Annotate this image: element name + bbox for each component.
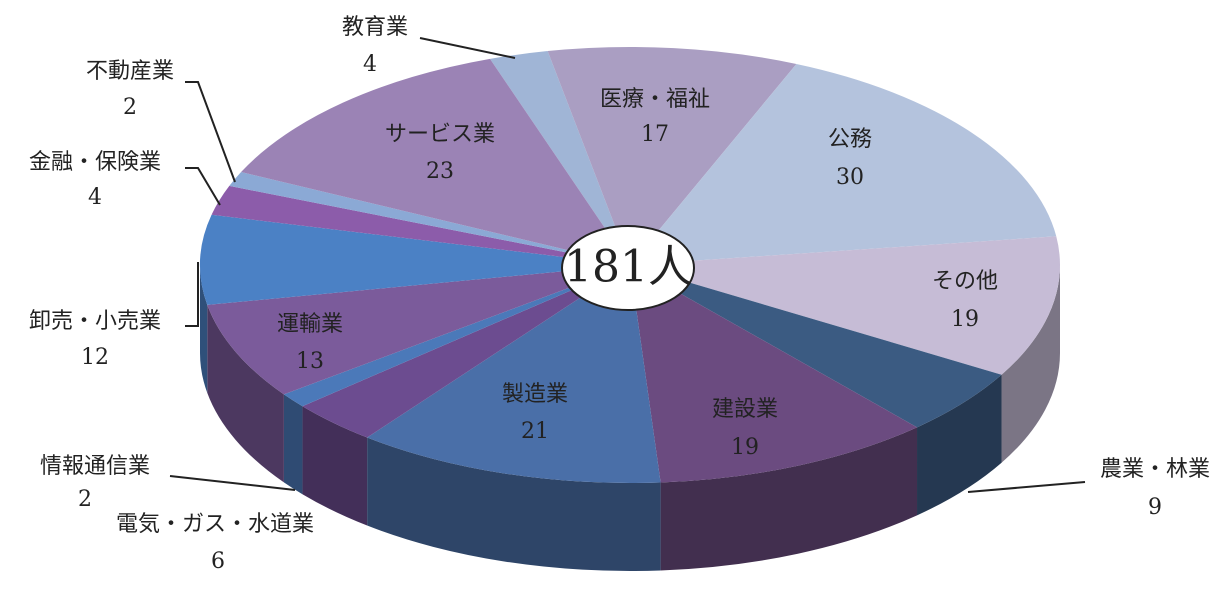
slice-value: 6 [211, 549, 225, 574]
pie-side [302, 406, 368, 526]
slice-label: 建設業 [712, 397, 778, 422]
pie-slice [547, 46, 797, 266]
slice-value: 4 [363, 52, 377, 77]
labels: 教育業 4 医療・福祉 17 公務 30 その他 19 農業・林業 9 建設業 19 製造業 21 電気・ガ… [29, 15, 1210, 574]
pie-slice [229, 171, 630, 265]
slice-value: 19 [731, 435, 759, 460]
pie-slice [630, 265, 918, 483]
slice-label: その他 [932, 269, 998, 294]
center-badge [561, 225, 695, 311]
slice-value: 23 [426, 159, 454, 184]
pie-slice [211, 185, 630, 265]
pie-side [200, 265, 208, 393]
slice-label: 情報通信業 [40, 454, 150, 479]
leader-line [185, 167, 221, 206]
slice-label: 教育業 [342, 15, 408, 40]
pie-side [207, 304, 284, 483]
slice-value: 13 [296, 349, 324, 374]
pie-side [367, 437, 661, 571]
slice-label: 運輸業 [277, 312, 343, 337]
pie-tops [200, 46, 1060, 483]
pie-slice [630, 236, 1060, 375]
slice-label: 製造業 [502, 382, 568, 407]
slice-value: 17 [641, 122, 669, 147]
leader-line [169, 475, 296, 491]
pie-side [1001, 265, 1060, 463]
slice-value: 30 [836, 165, 864, 190]
pie-slice [630, 265, 1002, 428]
slice-label: 電気・ガス・水道業 [116, 512, 314, 537]
slice-value: 12 [81, 345, 109, 370]
pie-side [660, 427, 918, 571]
slice-label: 農業・林業 [1100, 457, 1210, 482]
slice-value: 4 [88, 185, 102, 210]
pie-slice [283, 265, 630, 407]
pie-sides [200, 265, 1060, 571]
pie-slice [241, 58, 631, 265]
pie-slice [200, 214, 630, 305]
pie-side [283, 394, 303, 495]
pie-slice [302, 265, 630, 438]
slice-label: 金融・保険業 [29, 150, 161, 175]
pie-slice [630, 63, 1057, 265]
slice-label: 不動産業 [86, 59, 174, 84]
pie-side [917, 374, 1002, 516]
slice-value: 9 [1148, 495, 1162, 520]
slice-value: 19 [951, 307, 979, 332]
leader-line [185, 262, 199, 327]
slice-label: 卸売・小売業 [29, 309, 161, 334]
center-label: 181人 [564, 242, 692, 293]
slice-value: 2 [123, 95, 137, 120]
slice-label: サービス業 [385, 122, 495, 147]
leader-line [419, 37, 516, 59]
leader-line [185, 81, 236, 183]
pie-slice [207, 265, 630, 395]
slice-label: 医療・福祉 [600, 87, 710, 112]
pie-slice [490, 51, 630, 265]
slice-value: 21 [521, 419, 549, 444]
slice-value: 2 [78, 487, 92, 512]
pie-slice [367, 265, 661, 483]
slice-label: 公務 [828, 127, 872, 152]
leader-line [967, 481, 1086, 493]
